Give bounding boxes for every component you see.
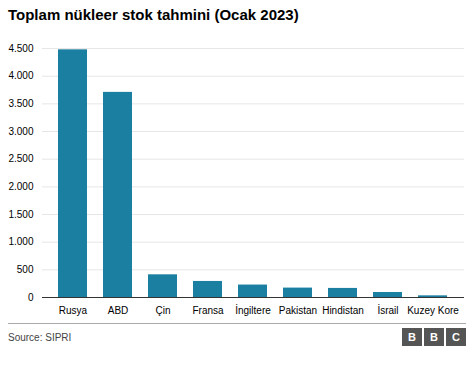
svg-text:Pakistan: Pakistan bbox=[279, 305, 317, 316]
html-text:B: B bbox=[408, 331, 416, 343]
svg-text:1.000: 1.000 bbox=[8, 236, 33, 247]
svg-text:Kuzey Kore: Kuzey Kore bbox=[407, 305, 459, 316]
svg-text:3.000: 3.000 bbox=[8, 126, 33, 137]
svg-text:Çin: Çin bbox=[155, 305, 170, 316]
svg-text:ABD: ABD bbox=[108, 305, 129, 316]
svg-text:0: 0 bbox=[28, 292, 34, 303]
html-text:Source: SIPRI: Source: SIPRI bbox=[8, 331, 72, 343]
svg-text:3.500: 3.500 bbox=[8, 98, 33, 109]
svg-text:500: 500 bbox=[17, 264, 34, 275]
html-text:C: C bbox=[452, 331, 460, 343]
svg-text:Fransa: Fransa bbox=[192, 305, 224, 316]
svg-text:2.000: 2.000 bbox=[8, 181, 33, 192]
svg-text:İngiltere: İngiltere bbox=[235, 304, 271, 316]
svg-text:1.500: 1.500 bbox=[8, 209, 33, 220]
svg-text:Hindistan: Hindistan bbox=[322, 305, 364, 316]
svg-text:4.500: 4.500 bbox=[8, 43, 33, 54]
html-text:B: B bbox=[430, 331, 438, 343]
svg-text:4.000: 4.000 bbox=[8, 70, 33, 81]
svg-text:İsrail: İsrail bbox=[377, 304, 398, 316]
svg-text:Rusya: Rusya bbox=[59, 305, 88, 316]
html-text:Toplam nükleer stok tahmini (O: Toplam nükleer stok tahmini (Ocak 2023) bbox=[8, 6, 299, 23]
svg-text:2.500: 2.500 bbox=[8, 153, 33, 164]
